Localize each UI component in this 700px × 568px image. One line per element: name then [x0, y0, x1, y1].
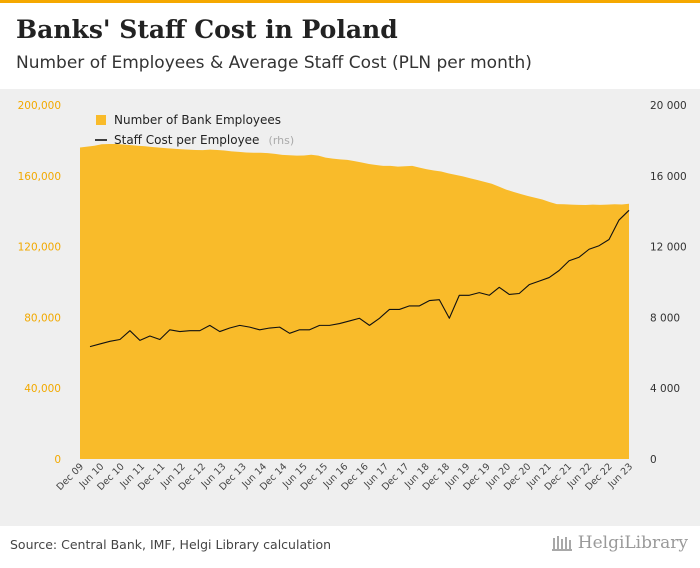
- left-tick-label: 200,000: [18, 100, 61, 112]
- right-tick-label: 12 000: [650, 242, 687, 254]
- brand-name: HelgiLibrary: [577, 533, 688, 553]
- right-tick-label: 8 000: [650, 312, 680, 324]
- page-subtitle: Number of Employees & Average Staff Cost…: [16, 53, 532, 73]
- left-tick-label: 80,000: [24, 312, 61, 324]
- page-title: Banks' Staff Cost in Poland: [16, 15, 398, 44]
- left-tick-label: 40,000: [24, 383, 61, 395]
- left-tick-label: 160,000: [18, 171, 61, 183]
- staff-cost-line: [89, 209, 630, 348]
- right-axis-ticks: 0 4 000 8 000 12 000 16 000 20 000: [650, 100, 687, 466]
- legend-swatch-employees: [96, 115, 106, 125]
- chart-legend: Number of Bank Employees Staff Cost per …: [95, 113, 294, 148]
- x-tick-label: Dec 09: [55, 461, 86, 492]
- left-axis-ticks: 0 40,000 80,000 120,000 160,000 200,000: [18, 100, 61, 466]
- source-note: Source: Central Bank, IMF, Helgi Library…: [10, 537, 332, 552]
- right-tick-label: 4 000: [650, 383, 680, 395]
- employees-area: [80, 143, 629, 459]
- chart: 0 40,000 80,000 120,000 160,000 200,000 0 4 00…: [18, 100, 687, 493]
- helgi-library-logo: HelgiLibrary: [551, 533, 688, 553]
- right-tick-label: 0: [650, 454, 657, 466]
- accent-bar: [0, 0, 700, 3]
- left-tick-label: 120,000: [18, 242, 61, 254]
- legend-label-staff-cost: Staff Cost per Employee (rhs): [114, 129, 294, 148]
- legend-label-employees: Number of Bank Employees: [114, 113, 281, 127]
- right-tick-label: 20 000: [650, 100, 687, 112]
- left-tick-label: 0: [54, 454, 61, 466]
- right-tick-label: 16 000: [650, 171, 687, 183]
- library-columns-icon: [551, 536, 572, 551]
